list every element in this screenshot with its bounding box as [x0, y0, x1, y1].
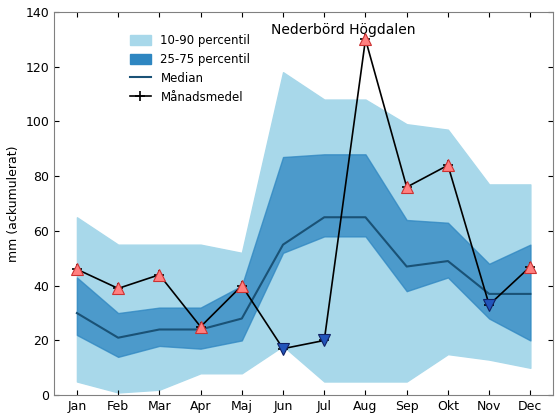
Legend: 10-90 percentil, 25-75 percentil, Median, Månadsmedel: 10-90 percentil, 25-75 percentil, Median…	[125, 29, 255, 108]
Y-axis label: mm (ackumulerat): mm (ackumulerat)	[7, 145, 20, 262]
Text: Nederbörd Högdalen: Nederbörd Högdalen	[271, 24, 416, 37]
